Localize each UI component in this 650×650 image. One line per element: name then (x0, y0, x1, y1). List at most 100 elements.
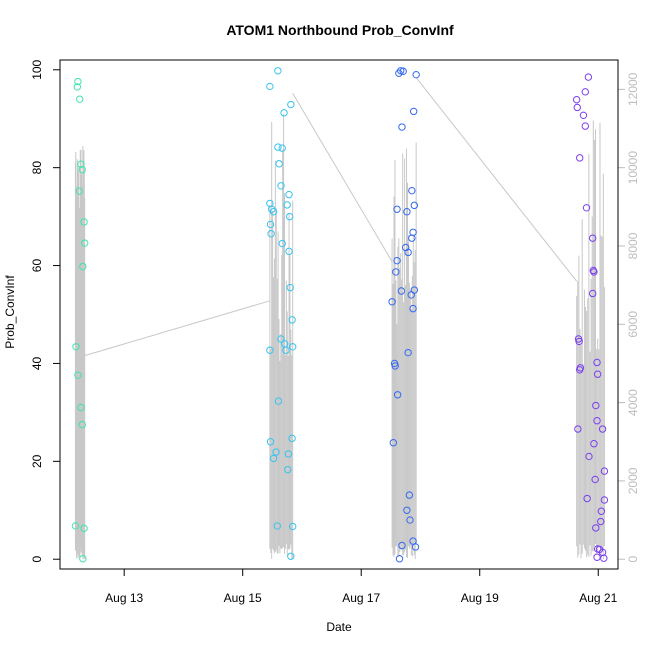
data-point (288, 434, 296, 443)
y-tick-label: 100 (30, 59, 44, 79)
data-point (289, 343, 297, 351)
data-point (584, 73, 593, 81)
data-point (273, 522, 281, 530)
data-point (593, 417, 601, 425)
data-point (272, 448, 280, 456)
data-point (600, 554, 608, 562)
data-point (399, 67, 407, 75)
data-point (585, 452, 593, 461)
y-tick-label: 60 (30, 259, 44, 273)
data-point (74, 371, 82, 379)
data-point (591, 475, 599, 484)
data-point (408, 234, 416, 242)
data-point (393, 391, 402, 399)
data-point (287, 552, 295, 560)
data-point (407, 291, 415, 299)
data-point (267, 230, 275, 238)
data-point (576, 366, 584, 374)
data-point (388, 298, 396, 306)
data-point (409, 107, 418, 116)
data-point (278, 239, 286, 248)
data-point (573, 103, 581, 112)
data-point (588, 289, 597, 298)
data-point (393, 205, 401, 213)
data-point (277, 335, 285, 343)
data-point (266, 82, 274, 91)
data-point (80, 524, 88, 533)
data-point (268, 205, 276, 213)
data-point (389, 439, 398, 447)
data-point (406, 516, 414, 524)
y2-tick-label: 4000 (626, 389, 640, 416)
data-point (269, 208, 278, 216)
data-point (285, 247, 293, 256)
data-point (593, 358, 601, 367)
data-point (266, 438, 275, 446)
data-point (71, 522, 80, 530)
data-point (77, 403, 85, 412)
data-point (282, 346, 290, 354)
x-tick-label: Aug 17 (342, 591, 380, 605)
data-point (397, 287, 406, 295)
data-point (283, 201, 291, 209)
data-point (600, 496, 609, 504)
data-point (408, 186, 416, 195)
data-point (592, 401, 600, 410)
data-point (598, 425, 607, 433)
data-point (405, 491, 414, 499)
data-point (286, 283, 294, 292)
data-point (78, 165, 86, 174)
data-point (412, 70, 420, 79)
data-point (403, 208, 411, 216)
data-point (590, 440, 598, 448)
data-point (575, 337, 583, 346)
data-point (582, 204, 591, 212)
data-point (287, 100, 295, 109)
data-point (76, 95, 84, 103)
x-tick-label: Aug 15 (224, 591, 262, 605)
y-tick-label: 20 (30, 454, 44, 468)
data-point (289, 522, 297, 531)
data-point (410, 201, 419, 210)
chart-title: ATOM1 Northbound Prob_ConvInf (226, 22, 454, 38)
data-point (269, 454, 278, 463)
data-point (78, 420, 86, 429)
x-tick-label: Aug 19 (461, 591, 499, 605)
data-point (572, 95, 581, 104)
connector-line (84, 300, 271, 357)
data-point (278, 144, 286, 152)
y2-tick-label: 12000 (626, 72, 640, 106)
data-point (600, 467, 609, 475)
data-point (77, 160, 85, 168)
data-point (579, 111, 588, 120)
data-point (593, 370, 602, 378)
data-point (403, 506, 411, 514)
data-point (275, 160, 283, 168)
data-point (79, 262, 87, 271)
data-point (393, 256, 401, 265)
y-axis-label: Prob_ConvInf (3, 275, 17, 349)
data-point (285, 190, 293, 199)
y2-tick-label: 8000 (626, 232, 640, 259)
data-point (581, 122, 589, 130)
y-tick-label: 40 (30, 356, 44, 370)
data-point (395, 69, 403, 77)
data-point (593, 553, 601, 561)
x-tick-label: Aug 13 (105, 591, 143, 605)
y2-tick-label: 10000 (626, 151, 640, 185)
data-point (581, 88, 589, 96)
data-point (72, 343, 80, 351)
data-point (80, 218, 88, 226)
data-point (398, 123, 406, 131)
connector-line (415, 77, 578, 282)
data-point (404, 348, 412, 357)
y2-tick-label: 0 (626, 556, 640, 563)
points-layer (71, 67, 609, 563)
data-point (75, 187, 83, 195)
data-point (597, 507, 606, 515)
data-point (79, 555, 87, 563)
data-point (274, 67, 282, 75)
plot-box (59, 59, 619, 570)
